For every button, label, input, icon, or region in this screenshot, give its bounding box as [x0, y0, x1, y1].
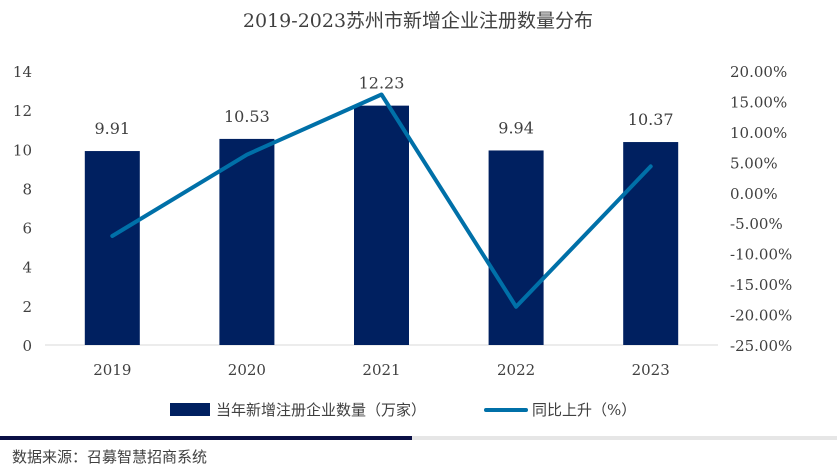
- x-tick-label: 2020: [228, 361, 266, 379]
- left-tick-label: 0: [22, 337, 32, 355]
- bar-data-label: 12.23: [359, 74, 405, 93]
- left-tick-label: 12: [13, 102, 32, 120]
- chart-title: 2019-2023苏州市新增企业注册数量分布: [243, 10, 593, 32]
- left-tick-label: 8: [22, 180, 32, 198]
- right-tick-label: -20.00%: [730, 307, 792, 325]
- right-tick-label: 20.00%: [730, 63, 787, 81]
- right-tick-label: 0.00%: [730, 185, 778, 203]
- bar-data-label: 9.91: [94, 119, 130, 138]
- right-tick-label: 5.00%: [730, 154, 778, 172]
- footer-bar-light: [412, 436, 837, 440]
- right-tick-label: 10.00%: [730, 124, 787, 142]
- right-tick-label: -15.00%: [730, 276, 792, 294]
- bar: [84, 151, 140, 345]
- left-tick-label: 4: [22, 259, 32, 277]
- bar: [488, 150, 544, 345]
- bar: [219, 138, 275, 345]
- right-tick-label: -10.00%: [730, 246, 792, 264]
- bar-data-label: 10.53: [224, 107, 270, 126]
- right-tick-label: -5.00%: [730, 215, 783, 233]
- left-tick-label: 6: [22, 220, 32, 238]
- chart: 2019-2023苏州市新增企业注册数量分布 0 2 4 6 8 10 12 14 20.00%…: [13, 10, 792, 419]
- left-tick-label: 14: [13, 63, 32, 81]
- bar: [354, 105, 409, 346]
- legend-bar-label: 当年新增注册企业数量（万家）: [216, 401, 426, 419]
- source-note: 数据来源：召募智慧招商系统: [12, 448, 208, 466]
- x-tick-label: 2023: [632, 361, 670, 379]
- bar-data-label: 9.94: [498, 118, 534, 137]
- legend-bar-swatch: [170, 403, 210, 416]
- footer-bar-dark: [0, 436, 412, 440]
- right-tick-label: 15.00%: [730, 93, 787, 111]
- bar-data-label: 10.37: [628, 110, 674, 129]
- x-tick-label: 2022: [497, 361, 535, 379]
- right-tick-label: -25.00%: [730, 337, 792, 355]
- left-tick-label: 2: [22, 298, 32, 316]
- legend: 当年新增注册企业数量（万家） 同比上升（%）: [170, 401, 636, 419]
- left-tick-label: 10: [13, 141, 32, 159]
- legend-line-label: 同比上升（%）: [532, 401, 636, 419]
- bar: [623, 142, 679, 345]
- x-tick-label: 2019: [93, 361, 131, 379]
- x-tick-label: 2021: [362, 361, 400, 379]
